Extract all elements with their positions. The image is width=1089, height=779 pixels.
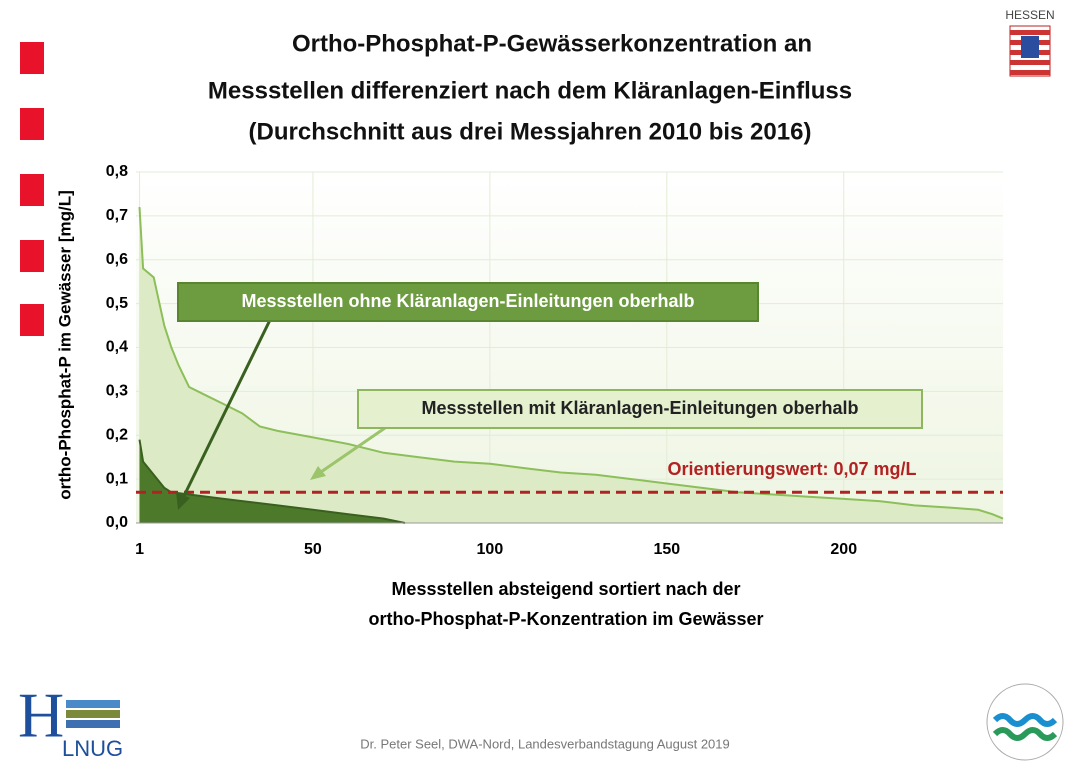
red-markers (20, 42, 44, 336)
arrow-head (176, 492, 190, 510)
area (139, 439, 405, 523)
y-tick-label: 0,4 (106, 339, 128, 356)
x-axis-label: ortho-Phosphat-P-Konzentration im Gewäss… (368, 609, 763, 629)
crest (1009, 25, 1051, 77)
y-tick-label: 0,8 (106, 163, 128, 180)
x-tick-label: 200 (830, 541, 857, 558)
state-label: HESSEN (1005, 8, 1054, 22)
chart-title: (Durchschnitt aus drei Messjahren 2010 b… (249, 118, 812, 145)
footer: Dr. Peter Seel, DWA-Nord, Landesverbands… (360, 736, 730, 751)
y-tick-label: 0,3 (106, 383, 128, 400)
logo: H LNUG (18, 680, 123, 761)
legend-box (177, 282, 759, 322)
logo-text: LNUG (62, 736, 123, 761)
area-line (138, 207, 1004, 520)
reference-label: Orientierungswert: 0,07 mg/L (667, 459, 916, 479)
x-tick-label: 1 (135, 541, 144, 558)
legend-label: Messstellen mit Kläranlagen-Einleitungen… (421, 398, 858, 418)
y-axis-label: ortho-Phosphat-P im Gewässer [mg/L] (55, 190, 74, 500)
y-tick-label: 0,7 (106, 207, 128, 224)
arrow (317, 426, 386, 476)
y-tick-label: 0,2 (106, 426, 128, 443)
arrow-head (310, 466, 326, 480)
association-logo (986, 683, 1064, 761)
chart-title: Messstellen differenziert nach dem Klära… (208, 77, 852, 104)
y-tick-label: 0,1 (106, 470, 128, 487)
legend-label: Messstellen ohne Kläranlagen-Einleitunge… (241, 291, 694, 311)
x-tick-label: 50 (304, 541, 322, 558)
y-tick-label: 0,0 (106, 514, 128, 531)
x-tick-label: 100 (477, 541, 504, 558)
y-tick-label: 0,6 (106, 251, 128, 268)
legend-box (357, 389, 923, 429)
x-tick-label: 150 (653, 541, 680, 558)
chart-title: Ortho-Phosphat-P-Gewässerkonzentration a… (292, 30, 812, 57)
area-line (138, 439, 406, 524)
x-axis-label: Messstellen absteigend sortiert nach der (391, 579, 740, 599)
y-tick-label: 0,5 (106, 295, 128, 312)
arrow (180, 319, 272, 501)
logo-h: H (18, 680, 64, 751)
